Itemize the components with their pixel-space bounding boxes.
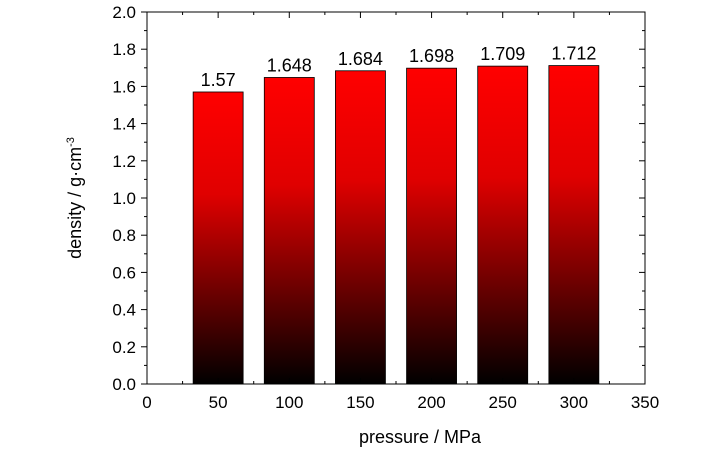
data-label-100: 1.648 [267,55,312,75]
x-tick-label-150: 150 [346,393,374,412]
bar-250 [477,65,529,385]
bar-200 [406,67,457,385]
y-tick-label-0.8: 0.8 [112,226,136,245]
data-label-250: 1.709 [480,44,525,64]
y-axis-title-superscript: -3 [65,137,77,147]
data-label-150: 1.684 [338,49,383,69]
bar-150 [335,70,386,385]
y-axis-title: density / g·cm-3 [65,137,85,259]
y-tick-label-1.0: 1.0 [112,189,136,208]
y-tick-label-1.8: 1.8 [112,40,136,59]
y-tick-label-0.4: 0.4 [112,301,136,320]
bar-50 [192,91,244,385]
x-tick-label-350: 350 [631,393,659,412]
x-axis-title: pressure / MPa [359,427,482,447]
x-tick-label-100: 100 [275,393,303,412]
x-tick-label-50: 50 [209,393,228,412]
plot-area: 1.57 1.648 1.684 1.698 1.709 1.712 0 50 100 150 20… [112,3,659,412]
bar-100 [263,77,315,385]
x-tick-label-250: 250 [489,393,517,412]
y-tick-label-0.2: 0.2 [112,338,136,357]
y-tick-label-0.0: 0.0 [112,375,136,394]
y-tick-label-0.6: 0.6 [112,263,136,282]
y-axis-title-main: density / g·cm [65,147,85,259]
bar-300 [548,65,600,385]
x-tick-label-0: 0 [142,393,151,412]
data-label-300: 1.712 [551,44,596,64]
y-tick-label-1.4: 1.4 [112,115,136,134]
data-label-200: 1.698 [409,46,454,66]
data-label-50: 1.57 [201,70,236,90]
x-tick-label-200: 200 [417,393,445,412]
y-tick-label-1.6: 1.6 [112,77,136,96]
y-tick-label-2.0: 2.0 [112,3,136,22]
y-tick-label-1.2: 1.2 [112,152,136,171]
x-tick-label-300: 300 [560,393,588,412]
